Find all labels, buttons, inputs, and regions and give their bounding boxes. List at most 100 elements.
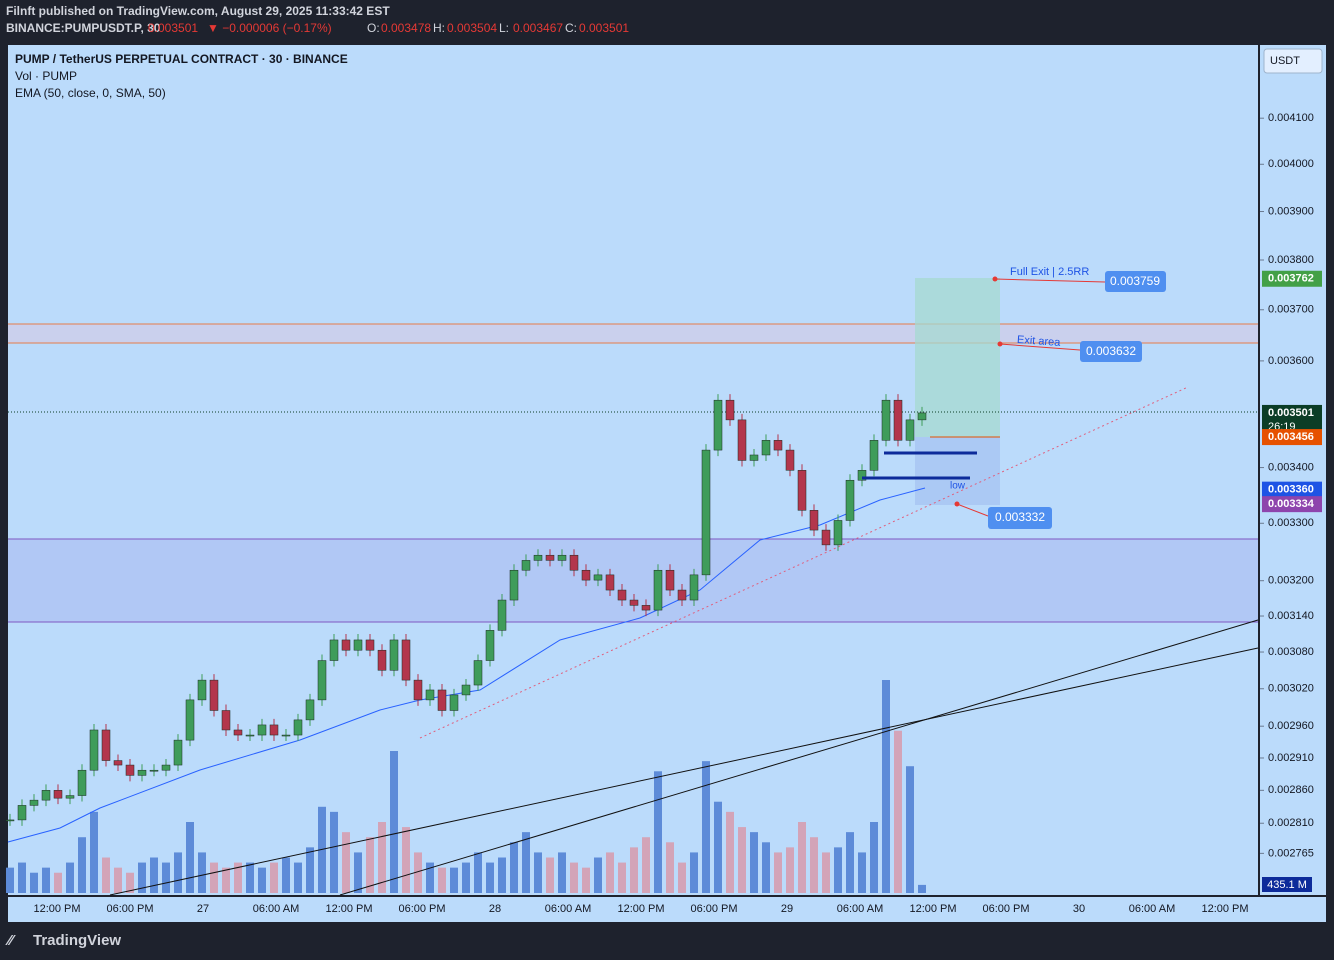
y-tick-label: 0.002960	[1268, 720, 1314, 732]
x-tick-label: 12:00 PM	[325, 903, 372, 915]
candle	[509, 569, 519, 601]
price-badge	[1262, 481, 1322, 498]
ema-line	[7, 487, 926, 843]
candle	[737, 419, 747, 461]
volume-bar	[402, 827, 410, 893]
volume-bar	[462, 862, 470, 893]
volume-bar	[606, 852, 614, 893]
trend-line	[109, 647, 1259, 896]
volume-bar	[138, 862, 146, 893]
pointer	[956, 503, 989, 517]
candle	[593, 574, 603, 581]
candle	[341, 639, 351, 651]
legend-title: PUMP / TetherUS PERPETUAL CONTRACT · 30 …	[15, 52, 348, 66]
y-tick-label: 0.002910	[1268, 752, 1314, 764]
volume-bar	[486, 862, 494, 893]
volume-bar	[906, 766, 914, 893]
x-tick-label: 12:00 PM	[33, 903, 80, 915]
volume-bar	[114, 867, 122, 893]
candle	[761, 440, 771, 456]
candle	[221, 710, 231, 731]
x-tick-label: 12:00 PM	[1201, 903, 1248, 915]
candle	[185, 699, 195, 741]
volume-bar	[870, 822, 878, 893]
volume-bar	[798, 822, 806, 893]
x-tick-label: 06:00 AM	[545, 903, 591, 915]
volume-bar	[882, 680, 890, 893]
y-tick-label: 0.003400	[1268, 461, 1314, 473]
candle	[533, 554, 543, 561]
candle	[701, 449, 711, 576]
candle	[257, 724, 267, 736]
y-tick-label: 0.003200	[1268, 575, 1314, 587]
volume-bar	[78, 837, 86, 893]
currency-text[interactable]: USDT	[1270, 55, 1300, 67]
last: 0.003501	[148, 21, 198, 35]
candle	[425, 689, 435, 701]
volume-bar	[642, 837, 650, 893]
volume-bar	[558, 852, 566, 893]
y-tick-label: 0.003300	[1268, 517, 1314, 529]
price-label-text: 0.003632	[1086, 344, 1136, 358]
volume-bar	[342, 832, 350, 893]
candle	[269, 724, 279, 736]
x-tick-label: 27	[197, 903, 209, 915]
target-box	[915, 278, 1000, 437]
volume-bar	[546, 857, 554, 893]
candle	[917, 412, 927, 421]
volume-bar	[498, 857, 506, 893]
time-axis	[8, 897, 1326, 922]
price-label-text: 0.003332	[995, 510, 1045, 524]
candle	[629, 599, 639, 606]
candle	[461, 684, 471, 696]
candle	[329, 639, 339, 661]
volume-bar	[534, 852, 542, 893]
candle	[581, 569, 591, 581]
annotation: low	[950, 481, 966, 492]
candle	[893, 399, 903, 441]
volume-bar	[582, 867, 590, 893]
volume-bar	[654, 771, 662, 893]
ohlc-label: L:	[499, 21, 509, 35]
price-badge	[1262, 429, 1322, 446]
y-tick-label: 0.002860	[1268, 784, 1314, 796]
currency-button[interactable]	[1263, 48, 1323, 74]
volume-bar	[162, 862, 170, 893]
candle	[653, 569, 663, 611]
volume	[6, 680, 926, 893]
candle	[293, 719, 303, 736]
volume-bar	[438, 867, 446, 893]
candle	[89, 729, 99, 771]
volume-bar	[414, 852, 422, 893]
volume-bar	[366, 837, 374, 893]
price-label	[1105, 271, 1166, 292]
y-tick-label: 0.002765	[1268, 847, 1314, 859]
volume-bar	[690, 852, 698, 893]
candle	[77, 769, 87, 796]
volume-bar	[234, 862, 242, 893]
annotation: Full Exit | 2.5RR	[1010, 266, 1089, 278]
candle	[485, 630, 495, 661]
candle	[905, 419, 915, 441]
pointer	[999, 343, 1081, 351]
candle	[365, 639, 375, 651]
brand: TradingView	[33, 932, 121, 949]
price-badge	[1262, 496, 1322, 513]
y-tick-label: 0.002810	[1268, 817, 1314, 829]
price-axis	[1260, 45, 1326, 895]
x-tick-label: 12:00 PM	[909, 903, 956, 915]
candles	[5, 394, 927, 826]
volume-bar	[738, 827, 746, 893]
volume-bar	[450, 867, 458, 893]
change: ▼ −0.000006 (−0.17%)	[207, 21, 332, 35]
x-tick-label: 06:00 PM	[398, 903, 445, 915]
volume-bar	[378, 822, 386, 893]
y-tick-label: 0.003900	[1268, 205, 1314, 217]
volume-bar	[822, 852, 830, 893]
candle	[209, 679, 219, 711]
volume-bar	[66, 862, 74, 893]
volume-bar	[150, 857, 158, 893]
ohlc-label: C:	[565, 21, 577, 35]
volume-bar	[354, 852, 362, 893]
ohlc-label: H:	[433, 21, 445, 35]
